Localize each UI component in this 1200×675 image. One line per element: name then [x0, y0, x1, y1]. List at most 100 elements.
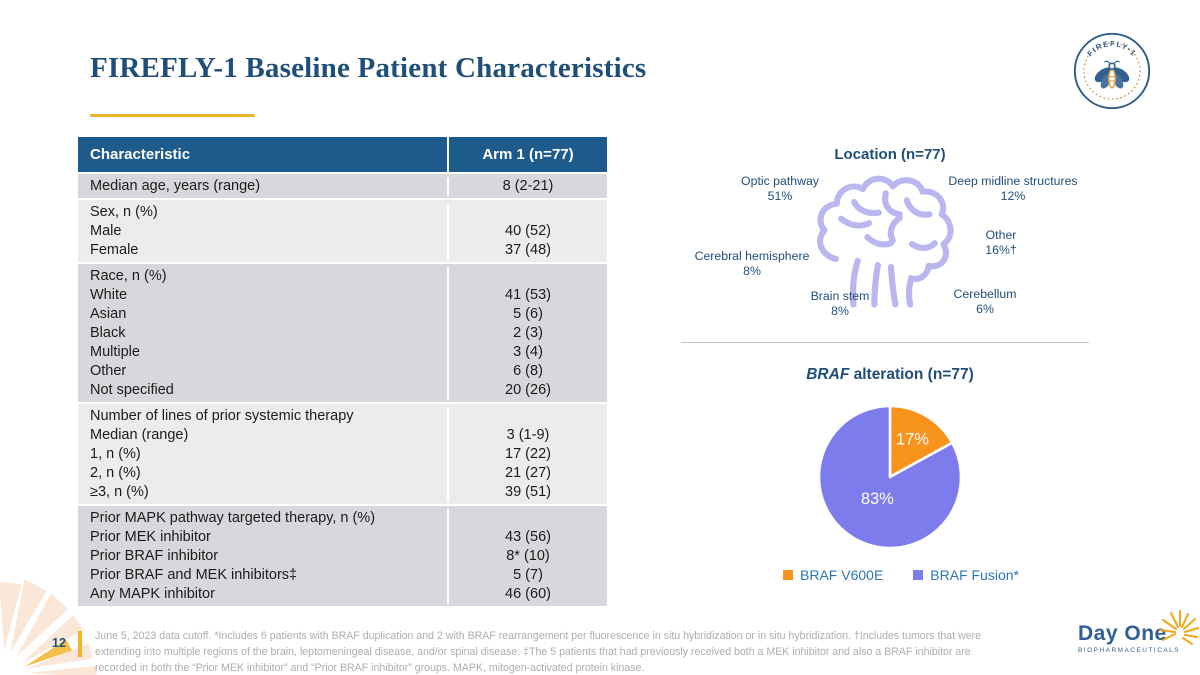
value-cell: 2 (3) [447, 323, 607, 343]
characteristic-cell: Prior MEK inhibitor [90, 528, 211, 545]
characteristic-cell: White [90, 286, 128, 303]
value-cell: 37 (48) [447, 240, 607, 260]
sun-icon [1159, 610, 1199, 645]
characteristic-cell: Male [90, 222, 122, 239]
value-cell [447, 406, 607, 426]
legend-label: BRAF V600E [800, 567, 884, 583]
location-label-value: 8% [743, 264, 761, 278]
value-cell: 46 (60) [447, 584, 607, 604]
table-row: Number of lines of prior systemic therap… [78, 406, 607, 426]
location-label-other: Other 16%† [985, 228, 1016, 258]
table-row: Prior MEK inhibitor 43 (56) [78, 527, 607, 547]
characteristic-cell: ≥3, n (%) [90, 483, 149, 500]
braf-title-rest: alteration (n=77) [849, 366, 974, 383]
characteristic-cell: 1, n (%) [90, 445, 141, 462]
table-group: Race, n (%) White 41 (53) Asian 5 (6) Black 2 … [78, 264, 607, 402]
table-row: Other 6 (8) [78, 361, 607, 381]
page-title: FIREFLY-1 Baseline Patient Characteristi… [90, 52, 647, 84]
table-group: Median age, years (range) 8 (2-21) [78, 174, 607, 198]
value-cell: 17 (22) [447, 444, 607, 464]
location-label-value: 8% [831, 304, 849, 318]
characteristic-cell: Other [90, 362, 127, 379]
value-cell [447, 508, 607, 528]
sunburst-decoration [0, 579, 97, 675]
value-cell [447, 266, 607, 286]
location-label-value: 51% [767, 189, 793, 203]
location-label-value: 6% [976, 302, 994, 316]
footer-accent-bar [78, 631, 82, 657]
legend-item-braf-v600e: BRAF V600E [783, 567, 883, 583]
dayone-subtitle: BIOPHARMACEUTICALS [1078, 647, 1181, 654]
characteristic-cell: Median (range) [90, 426, 189, 443]
location-label-brain-stem: Brain stem 8% [811, 289, 870, 319]
legend-item-braf-fusion: BRAF Fusion* [913, 567, 1019, 583]
characteristic-cell: Prior MAPK pathway targeted therapy, n (… [90, 509, 376, 526]
characteristic-header: Characteristic [90, 146, 191, 163]
location-label-value: 12% [1000, 189, 1026, 203]
table-row: Male 40 (52) [78, 221, 607, 241]
value-cell: 3 (1-9) [447, 425, 607, 445]
value-cell: 5 (7) [447, 565, 607, 585]
firefly-logo: FIREFLY-1 [1073, 32, 1151, 110]
table-row: Not specified 20 (26) [78, 380, 607, 400]
value-cell: 3 (4) [447, 342, 607, 362]
braf-chart-title: BRAF alteration (n=77) [700, 366, 1080, 384]
characteristic-cell: Sex, n (%) [90, 203, 158, 220]
value-cell [447, 202, 607, 222]
characteristic-cell: Asian [90, 305, 127, 322]
page-number: 12 [52, 636, 66, 650]
location-label-text: Optic pathway [741, 174, 819, 188]
value-cell: 8 (2-21) [447, 176, 607, 196]
characteristics-table: Characteristic Arm 1 (n=77) Median age, … [78, 137, 607, 608]
brain-icon [817, 175, 954, 308]
table-row: Prior BRAF inhibitor 8* (10) [78, 546, 607, 566]
location-label-value: 16%† [985, 243, 1017, 257]
value-cell: 39 (51) [447, 482, 607, 502]
pie-chart-svg: 17% 83% [817, 404, 963, 550]
characteristic-cell: Multiple [90, 343, 140, 360]
value-cell: 40 (52) [447, 221, 607, 241]
logo-dotted-ring [1083, 42, 1141, 100]
table-row: Black 2 (3) [78, 323, 607, 343]
pie-slice-label: 83% [861, 490, 894, 508]
characteristic-cell: Black [90, 324, 126, 341]
characteristic-cell: Number of lines of prior systemic therap… [90, 407, 354, 424]
characteristic-cell: Prior BRAF inhibitor [90, 547, 219, 564]
table-row: Race, n (%) [78, 266, 607, 286]
characteristic-cell: Any MAPK inhibitor [90, 585, 215, 602]
table-row: Asian 5 (6) [78, 304, 607, 324]
value-cell: 20 (26) [447, 380, 607, 400]
pie-slice-1 [817, 404, 963, 550]
table-row: Prior MAPK pathway targeted therapy, n (… [78, 508, 607, 528]
legend-label: BRAF Fusion* [930, 567, 1019, 583]
location-label-text: Deep midline structures [948, 174, 1078, 188]
gold-ray [24, 639, 73, 667]
table-row: White 41 (53) [78, 285, 607, 305]
legend-swatch-purple [913, 570, 924, 580]
characteristic-cell: Prior BRAF and MEK inhibitors‡ [90, 566, 298, 583]
value-cell: 6 (8) [447, 361, 607, 381]
dayone-logo: Day One BIOPHARMACEUTICALS [1078, 610, 1199, 654]
location-label-text: Brain stem [810, 289, 870, 303]
location-label-deep-midline: Deep midline structures 12% [948, 174, 1077, 204]
location-label-cerebellum: Cerebellum 6% [954, 287, 1017, 317]
pie-slice-0 [888, 404, 954, 479]
firefly-icon [1094, 60, 1130, 89]
table-row: Female 37 (48) [78, 240, 607, 260]
arm1-header: Arm 1 (n=77) [447, 137, 607, 172]
table-row: Median age, years (range) 8 (2-21) [78, 176, 607, 196]
table-row: Median (range) 3 (1-9) [78, 425, 607, 445]
legend-swatch-orange [783, 570, 794, 580]
location-label-optic-pathway: Optic pathway 51% [741, 174, 819, 204]
title-underline [90, 114, 255, 117]
table-row: Any MAPK inhibitor 46 (60) [78, 584, 607, 604]
location-label-text: Cerebral hemisphere [694, 249, 810, 263]
pie-slice-label: 17% [896, 431, 929, 449]
characteristic-cell: 2, n (%) [90, 464, 141, 481]
value-cell: 21 (27) [447, 463, 607, 483]
table-row: Sex, n (%) [78, 202, 607, 222]
table-group: Number of lines of prior systemic therap… [78, 404, 607, 504]
location-label-text: Cerebellum [953, 287, 1017, 301]
table-body: Median age, years (range) 8 (2-21) Sex, n … [78, 174, 607, 606]
